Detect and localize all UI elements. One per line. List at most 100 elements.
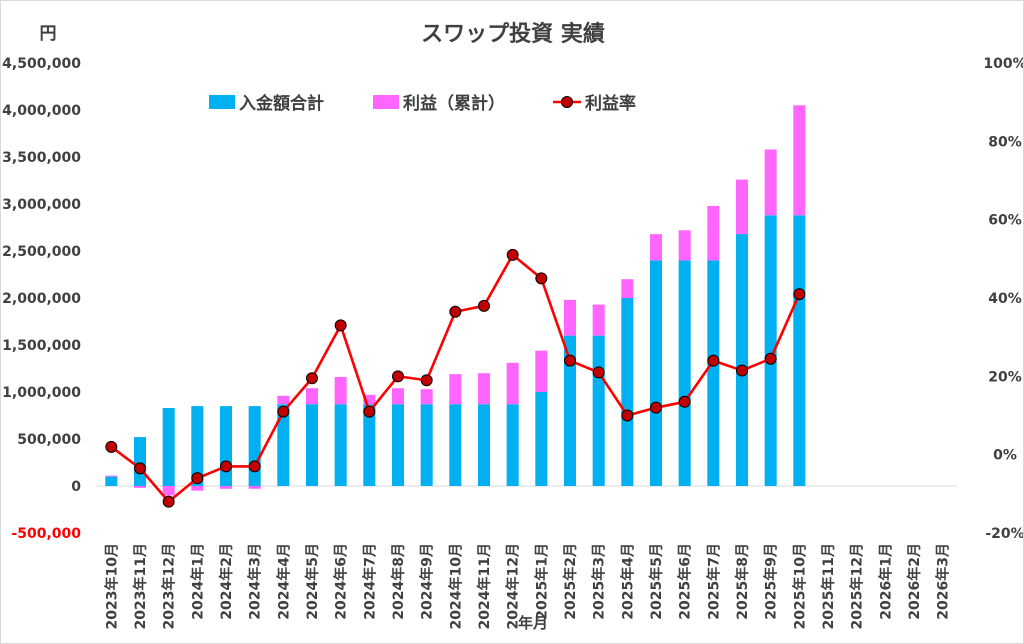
x-tick-label: 2025年8月: [734, 543, 751, 620]
y-tick-label: 2,000,000: [2, 291, 81, 307]
bar-deposit: [793, 215, 806, 486]
bar-profit: [764, 149, 777, 216]
profit-rate-point: [277, 405, 290, 418]
plot-area: -500,000 0 500,000 1,000,000 1,500,000 2,000,…: [2, 56, 1023, 629]
legend-label-deposit: 入金額合計: [239, 93, 324, 114]
y-tick-label: 500,000: [17, 432, 81, 448]
x-tick-label: 2024年9月: [419, 543, 436, 620]
x-tick-label: 2025年6月: [677, 543, 694, 620]
profit-rate-point: [105, 440, 118, 453]
y-axis-unit-label: 円: [40, 24, 57, 44]
bar-profit: [391, 388, 405, 405]
y2-tick-label: 60%: [988, 213, 1022, 229]
bar-deposit: [649, 260, 663, 486]
x-tick-label: 2026年2月: [906, 543, 923, 620]
bar-profit: [363, 394, 376, 405]
bar-deposit: [621, 298, 634, 486]
legend: 入金額合計 利益（累計） 利益率: [209, 93, 636, 114]
y-tick-label: 2,500,000: [2, 244, 81, 260]
bar-deposit: [563, 335, 577, 486]
profit-rate-point: [449, 305, 462, 318]
profit-rate-point: [162, 495, 175, 508]
bar-profit: [621, 279, 634, 298]
y-tick-label: 4,500,000: [2, 56, 81, 72]
bar-deposit: [334, 404, 347, 486]
legend-label-rate: 利益率: [585, 93, 636, 114]
x-tick-label: 2024年10月: [447, 543, 464, 629]
bar-profit: [105, 475, 118, 477]
bar-profit: [477, 373, 491, 405]
bar-profit: [592, 304, 605, 336]
profit-rate-point: [363, 405, 376, 418]
x-tick-label: 2023年10月: [103, 543, 120, 629]
x-tick-label: 2025年4月: [619, 543, 636, 620]
bar-profit: [449, 374, 462, 405]
y-tick-label: 1,000,000: [2, 385, 81, 401]
bar-deposit: [305, 404, 319, 486]
profit-rate-point: [392, 370, 404, 383]
legend-swatch-deposit: [209, 95, 235, 109]
x-tick-label: 2023年11月: [132, 543, 149, 629]
bar-deposit: [764, 215, 777, 486]
legend-label-profit: 利益（累計）: [403, 93, 505, 114]
bar-deposit: [420, 404, 433, 486]
x-tick-label: 2024年12月: [505, 543, 522, 629]
x-tick-label: 2026年1月: [877, 543, 894, 620]
bar-profit: [133, 486, 147, 488]
bar-profit: [506, 362, 519, 405]
y2-tick-label: -20%: [985, 526, 1023, 542]
bar-profit: [305, 388, 319, 405]
x-tick-label: 2026年3月: [935, 543, 952, 620]
y2-tick-label: 80%: [988, 134, 1022, 150]
bar-deposit: [535, 392, 548, 486]
x-tick-label: 2023年12月: [161, 543, 178, 629]
x-axis-label: 年月: [518, 614, 548, 632]
bar-deposit: [506, 404, 519, 486]
x-tick-label: 2025年10月: [791, 543, 808, 629]
bar-deposit: [391, 404, 405, 486]
bar-deposit: [133, 437, 147, 486]
y-tick-label: -500,000: [11, 526, 81, 542]
bar-deposit: [678, 260, 691, 486]
x-tick-label: 2024年7月: [361, 543, 378, 620]
bar-deposit: [191, 406, 204, 486]
y2-tick-label: 100%: [983, 56, 1023, 72]
profit-rate-point: [707, 354, 720, 367]
y2-tick-label: 20%: [988, 369, 1022, 385]
profit-rate-point: [650, 401, 662, 414]
bar-profit: [219, 486, 233, 489]
profit-rate-point: [592, 366, 605, 379]
bar-deposit: [707, 260, 720, 486]
bar-deposit: [219, 406, 233, 486]
x-tick-label: 2025年5月: [648, 543, 665, 620]
y-tick-label: 4,000,000: [2, 103, 81, 119]
x-tick-label: 2025年1月: [533, 543, 550, 620]
bar-profit: [678, 230, 691, 261]
x-tick-label: 2024年6月: [333, 543, 350, 620]
profit-rate-point: [621, 409, 634, 422]
profit-rate-point: [736, 364, 748, 377]
profit-rate-point: [334, 319, 347, 332]
profit-rate-point: [764, 352, 777, 365]
bar-deposit: [449, 404, 462, 486]
bar-deposit: [363, 404, 376, 486]
profit-rate-point: [306, 372, 318, 385]
bar-deposit: [248, 406, 261, 486]
x-tick-label: 2025年9月: [763, 543, 780, 620]
profit-rate-point: [220, 460, 232, 473]
bar-deposit: [105, 476, 118, 486]
bar-deposit: [592, 335, 605, 486]
bar-profit: [707, 205, 720, 261]
bar-profit: [535, 350, 548, 392]
bar-profit: [277, 395, 290, 405]
profit-rate-point: [564, 354, 576, 367]
x-tick-label: 2024年4月: [275, 543, 292, 620]
profit-rate-point: [248, 460, 261, 473]
y2-tick-label: 40%: [988, 291, 1022, 307]
x-tick-label: 2025年7月: [705, 543, 722, 620]
legend-swatch-rate-marker: [561, 96, 573, 108]
y-tick-label: 3,000,000: [2, 197, 81, 213]
profit-rate-point: [191, 472, 204, 485]
profit-rate-point: [535, 272, 548, 285]
